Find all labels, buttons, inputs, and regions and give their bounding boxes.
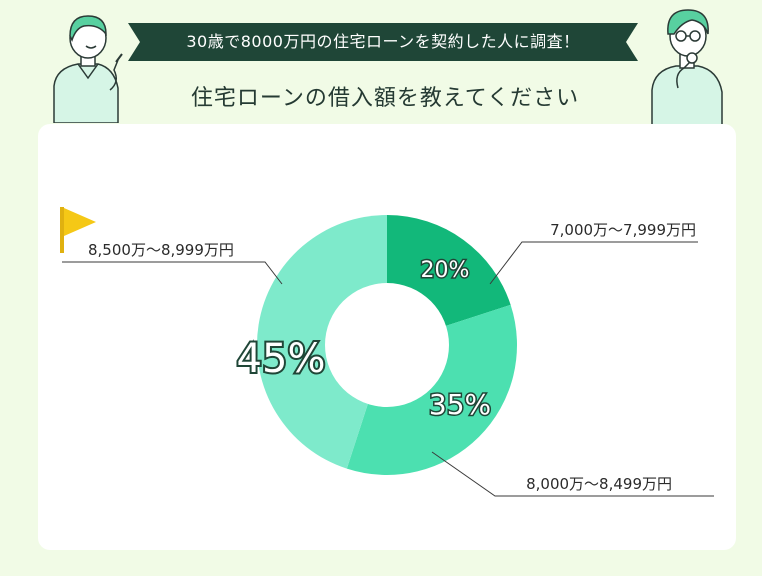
slice-1-label: 7,000万〜7,999万円 <box>550 221 696 239</box>
header-banner: 30歳で8000万円の住宅ローンを契約した人に調査！ <box>128 23 638 61</box>
leader-line-slice-2 <box>431 451 714 497</box>
slice-3-label: 8,500万〜8,999万円 <box>88 241 234 259</box>
donut-hole <box>325 283 449 407</box>
slice-2-label: 8,000万〜8,499万円 <box>526 475 672 493</box>
donut-slice-3 <box>256 215 387 469</box>
slice-1-value: 20% <box>421 258 470 283</box>
flag-icon <box>60 207 96 253</box>
slice-2-value: 35% <box>429 388 491 421</box>
leader-line-slice-3 <box>62 261 283 285</box>
thinking-person-illustration <box>651 9 723 126</box>
banner-text: 30歳で8000万円の住宅ローンを契約した人に調査！ <box>186 32 580 51</box>
pointing-person-illustration <box>53 15 123 123</box>
leader-line-slice-1 <box>489 241 698 285</box>
question-heading: 住宅ローンの借入額を教えてください <box>190 86 580 111</box>
banner-shape <box>128 23 638 61</box>
slice-3-value: 45% <box>237 336 326 382</box>
